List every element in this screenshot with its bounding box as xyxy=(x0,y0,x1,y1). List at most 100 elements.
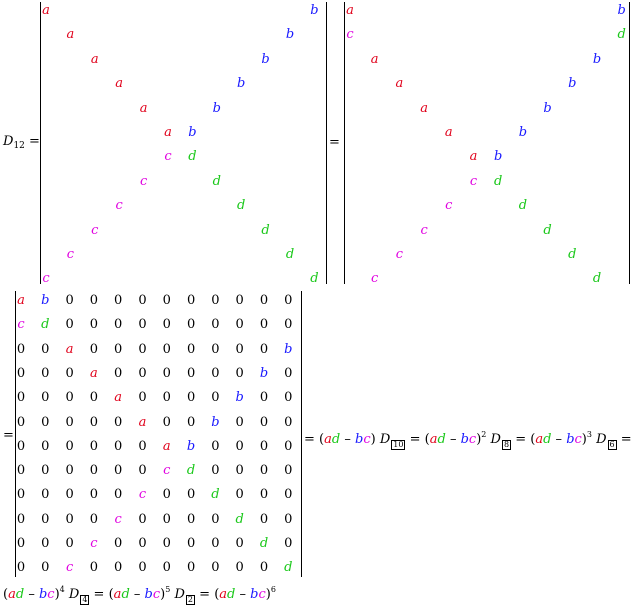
entry-c-cell: c xyxy=(42,271,50,287)
zero-cell: 0 xyxy=(235,365,244,381)
entry-a-cell: a xyxy=(90,365,98,381)
zero-cell: 0 xyxy=(259,414,269,430)
zero-cell: 0 xyxy=(235,560,244,576)
zero-cell: 0 xyxy=(65,317,74,333)
entry-d-cell: d xyxy=(41,317,50,333)
zero-cell: 0 xyxy=(162,414,171,430)
zero-cell: 0 xyxy=(211,390,220,406)
zero-cell: 0 xyxy=(16,487,26,503)
zero-cell: 0 xyxy=(235,341,244,357)
var-d: d xyxy=(15,587,25,602)
zero-cell: 0 xyxy=(162,341,171,357)
zero-cell: 0 xyxy=(138,293,147,308)
entry-c-cell: c xyxy=(66,247,75,262)
zero-cell: 0 xyxy=(41,487,50,503)
entry-a-cell: a xyxy=(164,125,172,140)
exponent: 5 xyxy=(165,585,171,594)
equals-sign: = xyxy=(199,587,211,602)
open-paren: ( xyxy=(108,587,114,602)
entry-b-cell: b xyxy=(41,293,50,308)
minus-sign: – xyxy=(555,432,563,447)
entry-c-cell: c xyxy=(91,222,99,238)
zero-cell: 0 xyxy=(114,536,123,551)
open-paren: ( xyxy=(214,587,220,602)
exponent: 3 xyxy=(586,430,592,439)
zero-cell: 0 xyxy=(259,560,269,576)
zero-cell: 0 xyxy=(162,487,171,503)
entry-d-cell: d xyxy=(188,149,197,165)
open-paren: ( xyxy=(424,432,430,447)
equals-sign: = xyxy=(304,432,315,447)
zero-cell: 0 xyxy=(284,365,293,381)
var-c: c xyxy=(258,587,266,602)
minus-sign: – xyxy=(28,587,35,602)
zero-cell: 0 xyxy=(186,293,196,308)
zero-cell: 0 xyxy=(16,414,26,430)
zero-cell: 0 xyxy=(235,438,244,454)
zero-cell: 0 xyxy=(138,536,147,551)
D-symbol: D xyxy=(68,587,80,602)
var-d: d xyxy=(227,587,236,602)
zero-cell: 0 xyxy=(41,560,50,576)
zero-cell: 0 xyxy=(41,438,50,454)
zero-cell: 0 xyxy=(16,560,26,576)
zero-cell: 0 xyxy=(65,414,74,430)
entry-b-cell: b xyxy=(543,100,552,116)
zero-cell: 0 xyxy=(211,317,220,333)
zero-cell: 0 xyxy=(16,511,26,527)
zero-cell: 0 xyxy=(162,511,171,527)
zero-cell: 0 xyxy=(211,341,220,357)
zero-cell: 0 xyxy=(284,317,293,333)
zero-cell: 0 xyxy=(162,293,171,308)
zero-cell: 0 xyxy=(211,463,220,479)
zero-cell: 0 xyxy=(89,414,99,430)
close-paren: ) xyxy=(160,587,166,602)
matrix1-left-bar xyxy=(40,2,41,284)
entry-b-cell: b xyxy=(259,365,269,381)
entry-c-cell: c xyxy=(139,173,148,189)
var-a: a xyxy=(219,587,228,602)
entry-a-cell: a xyxy=(138,414,147,430)
zero-cell: 0 xyxy=(162,560,171,576)
entry-d-cell: d xyxy=(518,198,528,214)
zero-cell: 0 xyxy=(16,341,26,357)
D-symbol: D xyxy=(379,432,391,447)
equals-sign: = xyxy=(515,432,527,447)
var-b: b xyxy=(566,432,575,447)
zero-cell: 0 xyxy=(138,560,147,576)
zero-cell: 0 xyxy=(284,414,293,430)
zero-cell: 0 xyxy=(284,463,293,479)
var-b: b xyxy=(38,587,48,602)
zero-cell: 0 xyxy=(138,463,147,479)
open-paren: ( xyxy=(3,587,9,602)
entry-d-cell: d xyxy=(259,536,269,551)
zero-cell: 0 xyxy=(284,293,293,308)
zero-cell: 0 xyxy=(114,463,123,479)
entry-c-cell: c xyxy=(346,27,354,43)
zero-cell: 0 xyxy=(114,487,123,503)
entry-b-cell: b xyxy=(592,51,602,67)
entry-d-cell: d xyxy=(284,560,293,576)
zero-cell: 0 xyxy=(186,511,196,527)
zero-cell: 0 xyxy=(259,341,269,357)
var-b: b xyxy=(144,587,153,602)
zero-cell: 0 xyxy=(186,390,196,406)
entry-c-cell: c xyxy=(115,198,123,214)
zero-cell: 0 xyxy=(235,536,244,551)
zero-cell: 0 xyxy=(186,414,196,430)
zero-cell: 0 xyxy=(114,365,123,381)
var-a: a xyxy=(429,432,438,447)
zero-cell: 0 xyxy=(41,365,50,381)
var-a: a xyxy=(535,432,544,447)
entry-d-cell: d xyxy=(494,173,503,189)
entry-b-cell: b xyxy=(211,414,220,430)
entry-b-cell: b xyxy=(310,3,319,18)
var-b: b xyxy=(250,587,259,602)
zero-cell: 0 xyxy=(65,365,74,381)
boxed-subscript: 4 xyxy=(80,595,90,605)
var-d: d xyxy=(543,432,552,447)
entry-c-cell: c xyxy=(90,536,98,551)
D-symbol: D xyxy=(174,587,185,602)
var-c: c xyxy=(363,432,371,447)
entry-b-cell: b xyxy=(261,51,270,67)
